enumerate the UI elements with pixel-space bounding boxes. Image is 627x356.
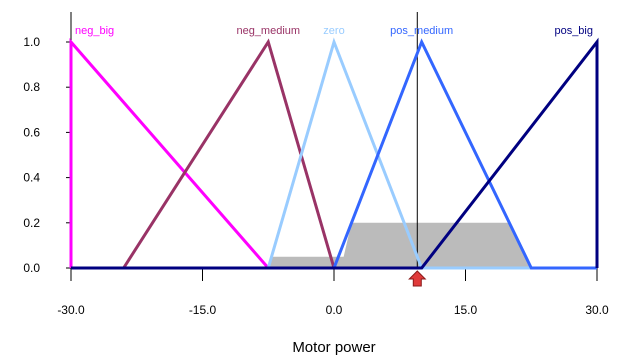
series-pos-medium: [71, 38, 597, 270]
series-neg-big: [69, 38, 597, 270]
series-pos-big: [71, 37, 599, 270]
x-tick-label: 15.0: [454, 303, 478, 317]
y-tick-label: 0.6: [23, 125, 40, 139]
series-zero: [71, 37, 597, 270]
y-tick-label: 1.0: [23, 35, 40, 49]
series-layer: [69, 37, 599, 270]
x-tick-label: -30.0: [57, 303, 85, 317]
x-tick-label: 30.0: [585, 303, 609, 317]
y-tick-label: 0.2: [23, 216, 40, 230]
x-axis-title: Motor power: [292, 339, 375, 356]
x-tick-label: 0.0: [326, 303, 343, 317]
crisp-output-arrow-icon: [408, 270, 427, 287]
y-tick-label: 0.4: [23, 171, 40, 185]
series-label-zero: zero: [323, 25, 344, 37]
series-label-neg-big: neg_big: [75, 25, 114, 37]
y-tick-label: 0.0: [23, 261, 40, 275]
axes-layer: 0.0 0.2 0.4 0.6 0.8 1.0 -30.0 -15.0 0.0 15.0 30.0: [23, 12, 609, 317]
y-tick-label: 0.8: [23, 80, 40, 94]
series-neg-medium: [71, 38, 597, 270]
aggregated-output-area: [268, 222, 532, 268]
x-tick-label: -15.0: [189, 303, 217, 317]
aggregated-output-layer: [268, 222, 532, 268]
series-label-pos-big: pos_big: [554, 25, 593, 37]
series-label-pos-medium: pos_medium: [390, 25, 453, 37]
series-label-layer: neg_big neg_medium zero pos_medium pos_big: [75, 25, 593, 37]
series-label-neg-medium: neg_medium: [236, 25, 300, 37]
